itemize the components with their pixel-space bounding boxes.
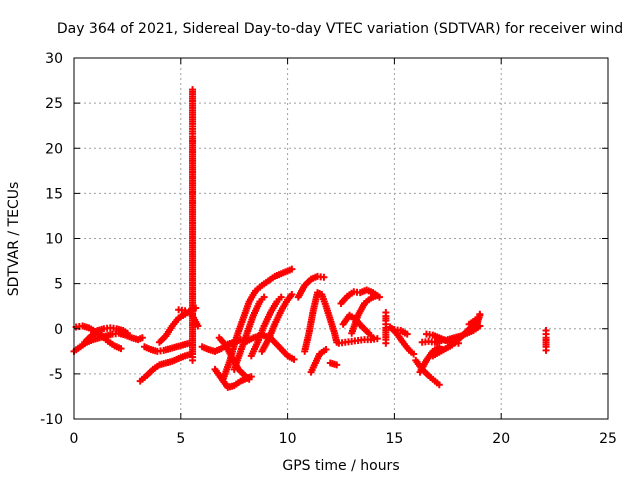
chart-title: Day 364 of 2021, Sidereal Day-to-day VTE… xyxy=(57,21,623,37)
y-tick-label: 10 xyxy=(45,232,63,248)
data-point xyxy=(410,350,418,358)
y-tick-label: 5 xyxy=(54,277,63,293)
y-tick-label: -10 xyxy=(40,412,63,428)
data-point xyxy=(322,346,330,354)
series-arc-afternoon-2 xyxy=(301,289,341,355)
series-arc-afternoon-6 xyxy=(337,286,383,307)
series-arc-afternoon-1 xyxy=(294,272,328,301)
data-point xyxy=(403,330,411,338)
grid xyxy=(74,58,608,419)
series-arc-late xyxy=(542,327,550,354)
data-point xyxy=(476,310,484,318)
series-arc-midday-4 xyxy=(220,265,296,382)
data-point xyxy=(333,361,341,369)
x-axis-label: GPS time / hours xyxy=(282,458,399,474)
series-arc-evening-2 xyxy=(386,323,418,358)
series-arc-evening-8 xyxy=(429,311,484,360)
data-point xyxy=(288,290,296,298)
data-point xyxy=(476,322,484,330)
series-outlier-cluster xyxy=(189,86,197,364)
data-point xyxy=(189,356,197,364)
x-tick-label: 25 xyxy=(599,431,617,447)
x-tick-labels: 0 5 10 15 20 25 xyxy=(70,431,617,447)
data-point xyxy=(260,293,268,301)
x-tick-label: 15 xyxy=(385,431,403,447)
y-tick-label: 20 xyxy=(45,141,63,157)
data-point xyxy=(290,355,298,363)
series-arc-midday-7 xyxy=(247,293,285,360)
y-tick-label: -5 xyxy=(49,367,63,383)
data-point xyxy=(382,339,390,347)
y-tick-labels: -10 -5 0 5 10 15 20 25 30 xyxy=(40,51,63,428)
series-arc-evening-1 xyxy=(382,309,390,347)
ticks xyxy=(73,57,609,420)
x-tick-label: 10 xyxy=(279,431,297,447)
data-point xyxy=(138,334,146,342)
data-points xyxy=(70,86,550,391)
x-tick-label: 0 xyxy=(70,431,79,447)
series-arc-evening-3 xyxy=(390,326,411,338)
series-arc-afternoon-8 xyxy=(348,292,379,337)
data-point xyxy=(123,329,131,337)
y-tick-label: 30 xyxy=(45,51,63,67)
data-point xyxy=(320,273,328,281)
data-point xyxy=(288,265,296,273)
data-point xyxy=(194,322,202,330)
data-point xyxy=(435,381,443,389)
data-point xyxy=(369,334,377,342)
y-tick-label: 25 xyxy=(45,96,63,112)
series-arc-midday-8 xyxy=(258,290,296,355)
y-axis-label: SDTVAR / TECUs xyxy=(6,182,22,297)
x-tick-label: 5 xyxy=(176,431,185,447)
series-arc-afternoon-4 xyxy=(326,359,341,369)
series-arc-afternoon-5 xyxy=(335,335,381,347)
x-tick-label: 20 xyxy=(492,431,510,447)
data-point xyxy=(474,314,482,322)
y-tick-label: 0 xyxy=(54,322,63,338)
data-point xyxy=(277,293,285,301)
data-point xyxy=(542,346,550,354)
y-tick-label: 15 xyxy=(45,186,63,202)
series-arc-midday-5 xyxy=(230,293,268,373)
series-arc-early-3 xyxy=(81,324,131,346)
data-point xyxy=(245,375,253,383)
data-point xyxy=(371,292,379,300)
series-arc-evening-9 xyxy=(465,310,484,328)
data-point xyxy=(117,345,125,353)
series-arc-afternoon-3 xyxy=(307,346,330,376)
